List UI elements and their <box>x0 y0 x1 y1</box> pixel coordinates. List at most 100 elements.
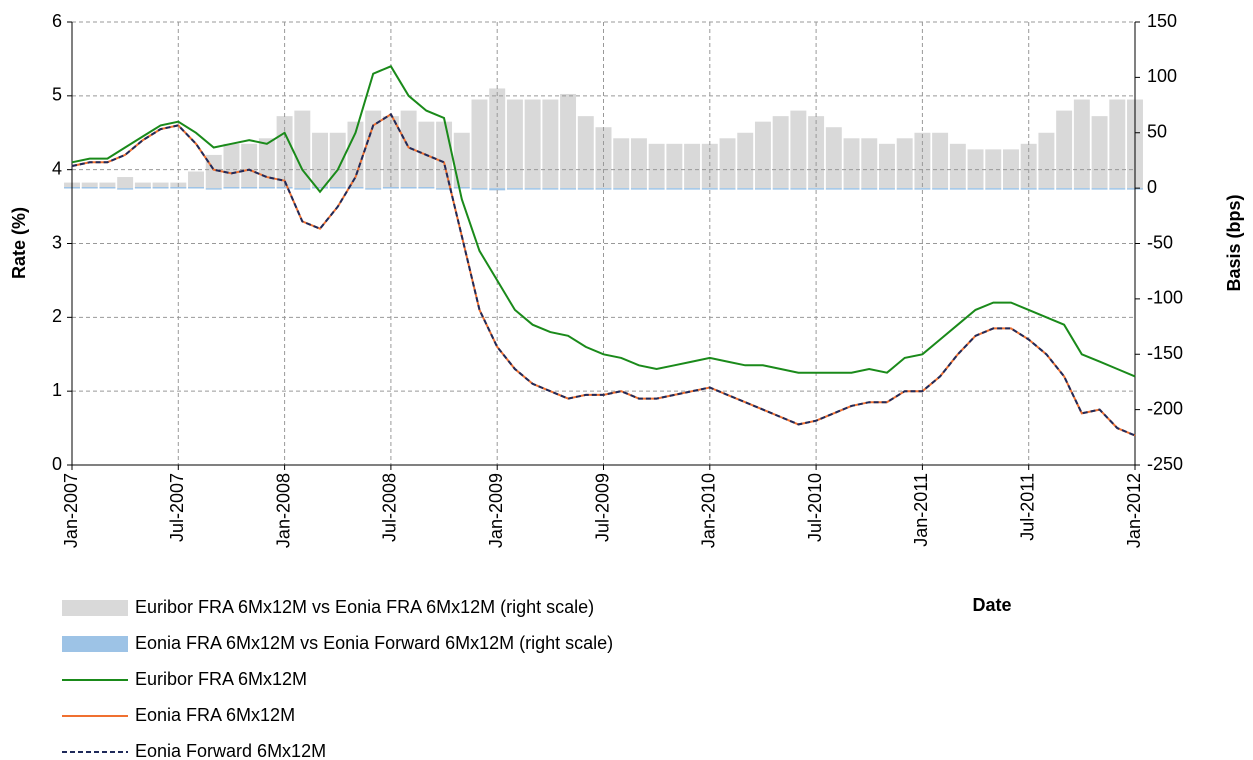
legend-label: Euribor FRA 6Mx12M vs Eonia FRA 6Mx12M (… <box>135 597 594 617</box>
x-tick-label: Jan-2010 <box>699 473 719 548</box>
bar <box>861 188 878 190</box>
y2-tick-label: -150 <box>1147 343 1183 363</box>
bar <box>365 110 382 189</box>
y-tick-label: 2 <box>52 306 62 326</box>
bar <box>134 182 151 189</box>
bar <box>861 138 878 189</box>
y-tick-label: 4 <box>52 158 62 178</box>
legend-label: Euribor FRA 6Mx12M <box>135 669 307 689</box>
bar <box>808 116 825 189</box>
bar <box>524 99 541 189</box>
y2-tick-label: -200 <box>1147 398 1183 418</box>
y2-tick-label: 100 <box>1147 66 1177 86</box>
legend-label: Eonia Forward 6Mx12M <box>135 741 326 760</box>
x-tick-label: Jan-2007 <box>61 473 81 548</box>
y2-tick-label: -250 <box>1147 454 1183 474</box>
bar <box>436 188 453 190</box>
bar <box>630 138 647 189</box>
bar <box>117 177 134 189</box>
line-series <box>71 112 1136 437</box>
y-tick-label: 5 <box>52 85 62 105</box>
bar <box>772 116 789 189</box>
x-axis-label: Date <box>972 595 1011 615</box>
y-tick-label: 1 <box>52 380 62 400</box>
bar <box>949 188 966 190</box>
bar <box>524 188 541 190</box>
bar <box>471 188 488 190</box>
bar <box>436 121 453 189</box>
bar <box>985 188 1002 190</box>
bar <box>294 188 311 190</box>
bar <box>684 188 701 190</box>
bar <box>223 143 240 189</box>
bar <box>648 143 665 189</box>
bar <box>453 187 470 189</box>
bar <box>666 188 683 190</box>
bar <box>418 187 435 189</box>
bar <box>967 188 984 190</box>
bar <box>843 188 860 190</box>
bar <box>684 143 701 189</box>
bar <box>347 187 364 189</box>
bar <box>489 188 506 191</box>
bar <box>542 99 559 189</box>
bar <box>241 143 258 189</box>
bar <box>1091 188 1108 190</box>
bar <box>152 182 169 189</box>
bar <box>808 188 825 190</box>
bar <box>577 116 594 189</box>
bar <box>967 149 984 189</box>
y-tick-label: 3 <box>52 232 62 252</box>
bar <box>489 88 506 189</box>
x-tick-label: Jul-2009 <box>592 473 612 542</box>
bar <box>365 188 382 190</box>
bar <box>506 188 523 190</box>
bar <box>1109 99 1126 189</box>
bar <box>1003 188 1019 190</box>
x-tick-label: Jan-2009 <box>486 473 506 548</box>
bar <box>205 188 222 190</box>
x-tick-label: Jul-2011 <box>1017 473 1037 541</box>
bar <box>1091 116 1108 189</box>
y-tick-label: 0 <box>52 454 62 474</box>
bar <box>400 110 417 189</box>
y2-tick-label: 150 <box>1147 11 1177 31</box>
bar <box>754 188 771 190</box>
bar <box>188 187 204 189</box>
bar <box>825 127 842 189</box>
x-tick-label: Jul-2010 <box>805 473 825 542</box>
bar <box>878 188 895 190</box>
y-axis-label: Rate (%) <box>9 207 29 279</box>
y2-tick-label: 0 <box>1147 177 1157 197</box>
bar <box>630 188 647 190</box>
bar <box>932 188 949 190</box>
bar <box>648 188 665 190</box>
x-tick-label: Jan-2011 <box>911 473 931 547</box>
bar <box>99 182 116 189</box>
bar <box>666 143 683 189</box>
bar <box>1073 99 1090 189</box>
bar <box>170 187 187 189</box>
bar <box>152 187 169 189</box>
bar <box>878 143 895 189</box>
bar <box>1003 149 1019 189</box>
bar <box>737 132 754 189</box>
bar <box>932 132 949 189</box>
bar <box>595 188 612 190</box>
bar <box>258 138 275 189</box>
legend-label: Eonia FRA 6Mx12M vs Eonia Forward 6Mx12M… <box>135 633 613 653</box>
bar <box>737 188 754 190</box>
bar <box>117 188 134 190</box>
bar <box>949 143 966 189</box>
legend-label: Eonia FRA 6Mx12M <box>135 705 295 725</box>
bar <box>719 138 736 189</box>
legend-swatch <box>62 600 128 616</box>
bar <box>1073 188 1090 190</box>
bar <box>99 187 116 189</box>
bar <box>843 138 860 189</box>
x-tick-label: Jul-2008 <box>380 473 400 542</box>
legend-swatch <box>62 636 128 652</box>
bar <box>81 187 98 189</box>
bar <box>719 188 736 190</box>
bar <box>312 187 329 189</box>
